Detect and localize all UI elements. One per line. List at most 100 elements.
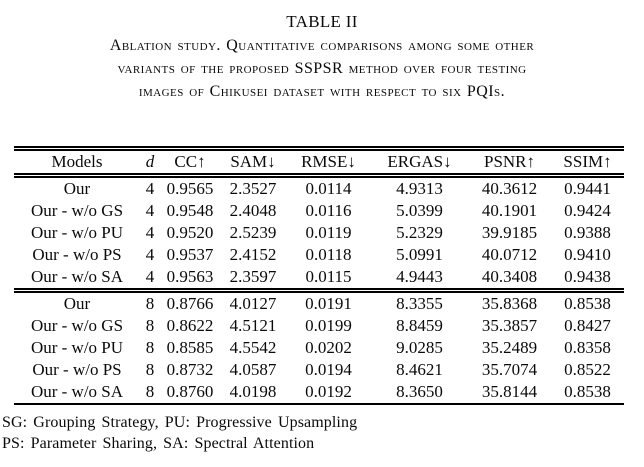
value-cell: 0.9563 bbox=[166, 267, 214, 286]
value-cell: 40.3612 bbox=[481, 179, 538, 198]
value-cell: 0.8538 bbox=[551, 288, 624, 315]
value-cell: 0.0119 bbox=[305, 223, 352, 242]
model-cell: Our bbox=[63, 179, 91, 198]
value-cell: 8 bbox=[140, 381, 160, 405]
table-title: TABLE II bbox=[286, 12, 358, 31]
value-cell: 5.0991 bbox=[396, 245, 443, 264]
value-cell: 5.0399 bbox=[396, 201, 443, 220]
value-cell: 0.9441 bbox=[564, 179, 611, 198]
table-row: Our 4 0.9565 2.3527 0.0114 4.9313 40.3612 0.944… bbox=[14, 176, 624, 201]
table-row: Our - w/o SA 4 0.9563 2.3597 0.0115 4.9443 40.… bbox=[14, 266, 624, 291]
value-cell: 4.5542 bbox=[229, 338, 277, 357]
value-cell: 4 bbox=[145, 179, 155, 198]
table-row: Our - w/o GS 8 0.8622 4.5121 0.0199 8.8459 35.… bbox=[14, 315, 624, 337]
value-cell: 8 bbox=[140, 288, 160, 315]
value-cell: 0.9410 bbox=[564, 245, 611, 264]
value-cell: 0.0116 bbox=[305, 201, 352, 220]
table-row: Our - w/o SA 8 0.8760 4.0198 0.0192 8.3650 35.… bbox=[14, 381, 624, 405]
value-cell: 0.0118 bbox=[305, 245, 352, 264]
value-cell: 4.9443 bbox=[396, 267, 443, 286]
column-header-psnr: PSNR↑ bbox=[468, 146, 551, 178]
table-row: Our - w/o PS 8 0.8732 4.0587 0.0194 8.4621 35.… bbox=[14, 359, 624, 381]
value-cell: 4.5121 bbox=[229, 316, 277, 335]
value-cell: 0.8585 bbox=[166, 338, 214, 357]
model-cell: Our - w/o SA bbox=[30, 267, 124, 286]
value-cell: 0.8522 bbox=[564, 360, 611, 379]
caption-line: images of Chikusei dataset with respect … bbox=[138, 83, 506, 100]
column-header-ssim: SSIM↑ bbox=[551, 146, 624, 178]
footnote-line: PS: Parameter Sharing, SA: Spectral Atte… bbox=[2, 435, 315, 452]
value-cell: 0.8358 bbox=[564, 338, 611, 357]
value-cell: 8 bbox=[145, 316, 155, 335]
caption-line: variants of the proposed SSPSR method ov… bbox=[117, 60, 527, 77]
value-cell: 4.0198 bbox=[220, 381, 286, 405]
value-cell: 4 bbox=[145, 201, 155, 220]
value-cell: 35.8368 bbox=[468, 288, 551, 315]
model-cell: Our - w/o PS bbox=[32, 245, 122, 264]
value-cell: 0.9565 bbox=[166, 179, 214, 198]
model-cell: Our - w/o GS bbox=[30, 316, 124, 335]
value-cell: 0.9388 bbox=[564, 223, 611, 242]
value-cell: 4.0587 bbox=[229, 360, 277, 379]
table-block-scale4: Our 4 0.9565 2.3527 0.0114 4.9313 40.3612 0.944… bbox=[14, 176, 624, 291]
caption-line: Ablation study. Quantitative comparisons… bbox=[109, 37, 535, 54]
value-cell: 0.8760 bbox=[160, 381, 220, 405]
value-cell: 0.8732 bbox=[166, 360, 214, 379]
value-cell: 4.9313 bbox=[396, 179, 443, 198]
value-cell: 0.8538 bbox=[551, 381, 624, 405]
value-cell: 35.2489 bbox=[481, 338, 538, 357]
value-cell: 0.0199 bbox=[305, 316, 352, 335]
value-cell: 40.3408 bbox=[481, 267, 538, 286]
ablation-table: Models d CC↑ SAM↓ RMSE↓ ERGAS↓ PSNR↑ SSI… bbox=[14, 146, 624, 405]
footnote-line: SG: Grouping Strategy, PU: Progressive U… bbox=[2, 414, 358, 431]
value-cell: 5.2329 bbox=[396, 223, 443, 242]
value-cell: 0.9438 bbox=[564, 267, 611, 286]
value-cell: 2.3597 bbox=[229, 267, 277, 286]
value-cell: 35.7074 bbox=[481, 360, 538, 379]
table-footnotes: SG: Grouping Strategy, PU: Progressive U… bbox=[2, 412, 357, 454]
value-cell: 8.3650 bbox=[371, 381, 468, 405]
value-cell: 8 bbox=[145, 338, 155, 357]
value-cell: 8.3355 bbox=[371, 288, 468, 315]
value-cell: 40.0712 bbox=[481, 245, 538, 264]
value-cell: 0.0114 bbox=[305, 179, 352, 198]
value-cell: 8.8459 bbox=[396, 316, 443, 335]
model-cell: Our - w/o PU bbox=[30, 223, 124, 242]
table-row: Our - w/o PU 4 0.9520 2.5239 0.0119 5.2329 39.… bbox=[14, 222, 624, 244]
value-cell: 39.9185 bbox=[481, 223, 538, 242]
value-cell: 2.3527 bbox=[229, 179, 277, 198]
value-cell: 0.9520 bbox=[166, 223, 214, 242]
column-header-rmse: RMSE↓ bbox=[286, 146, 371, 178]
value-cell: 2.4152 bbox=[229, 245, 277, 264]
value-cell: 4 bbox=[145, 223, 155, 242]
model-cell: Our - w/o GS bbox=[30, 201, 124, 220]
value-cell: 0.0115 bbox=[305, 267, 352, 286]
model-cell: Our bbox=[14, 288, 140, 315]
value-cell: 4.0127 bbox=[220, 288, 286, 315]
table-block-scale8: Our 8 0.8766 4.0127 0.0191 8.3355 35.8368 0.853… bbox=[14, 288, 624, 405]
table-row: Our - w/o PU 8 0.8585 4.5542 0.0202 9.0285 35.… bbox=[14, 337, 624, 359]
value-cell: 35.3857 bbox=[481, 316, 538, 335]
value-cell: 0.9424 bbox=[564, 201, 611, 220]
model-cell: Our - w/o SA bbox=[14, 381, 140, 405]
column-header-d: d bbox=[140, 146, 160, 178]
value-cell: 4 bbox=[145, 245, 155, 264]
value-cell: 9.0285 bbox=[396, 338, 443, 357]
value-cell: 0.8766 bbox=[160, 288, 220, 315]
value-cell: 0.9548 bbox=[166, 201, 214, 220]
model-cell: Our - w/o PS bbox=[32, 360, 122, 379]
table-row: Our - w/o GS 4 0.9548 2.4048 0.0116 5.0399 40.… bbox=[14, 200, 624, 222]
value-cell: 8.4621 bbox=[396, 360, 443, 379]
value-cell: 0.0191 bbox=[286, 288, 371, 315]
table-row: Our - w/o PS 4 0.9537 2.4152 0.0118 5.0991 40.… bbox=[14, 244, 624, 266]
column-header-models: Models bbox=[14, 146, 140, 178]
value-cell: 0.8427 bbox=[564, 316, 611, 335]
value-cell: 0.0202 bbox=[305, 338, 352, 357]
value-cell: 35.8144 bbox=[468, 381, 551, 405]
table-caption: Ablation study. Quantitative comparisons… bbox=[0, 34, 644, 103]
column-header-sam: SAM↓ bbox=[220, 146, 286, 178]
value-cell: 2.4048 bbox=[229, 201, 277, 220]
value-cell: 2.5239 bbox=[229, 223, 277, 242]
value-cell: 0.8622 bbox=[166, 316, 214, 335]
